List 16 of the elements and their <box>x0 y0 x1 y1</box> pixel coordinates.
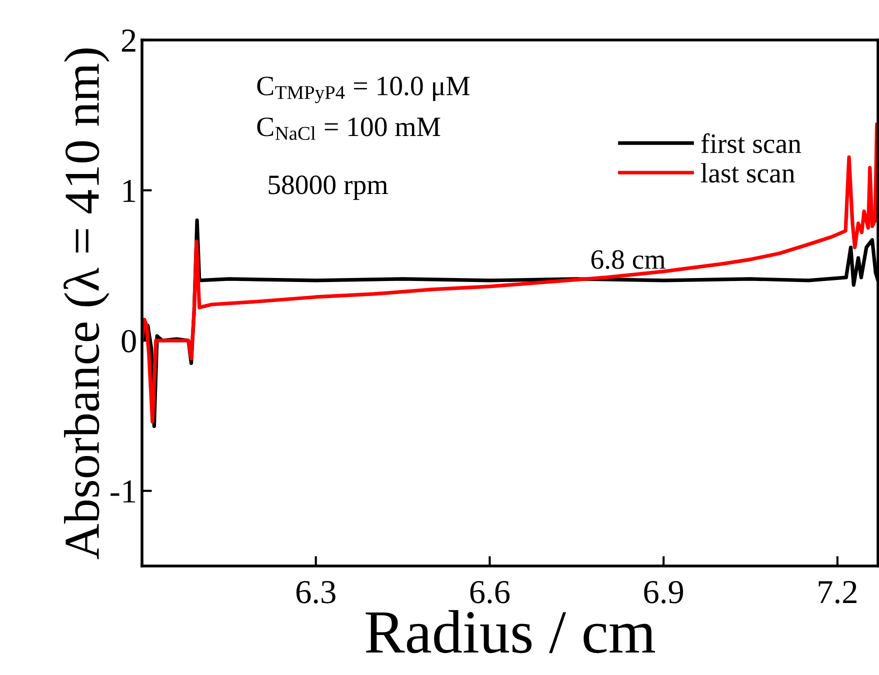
x-tick-label: 6.9 <box>644 580 684 604</box>
annotation: C$_{TMPyP4}$ = 10.0 μM <box>257 76 470 104</box>
x-axis-title: Radius / cm <box>366 610 656 654</box>
y-tick-label: 2 <box>122 29 136 52</box>
annotation: C$_{NaCl}$ = 100 mM <box>257 117 440 140</box>
annotation: 6.8 cm <box>591 250 666 270</box>
legend-label: first scan <box>701 133 802 154</box>
y-axis-title: Absorbance (λ = 410 nm) <box>64 48 110 560</box>
y-tick-label: 0 <box>122 330 136 352</box>
annotation: 58000 rpm <box>268 175 388 200</box>
legend-label: last scan <box>700 163 795 183</box>
y-tick-label: -1 <box>110 480 136 502</box>
x-tick-label: 7.2 <box>818 580 856 604</box>
x-tick-label: 6.6 <box>470 580 510 604</box>
y-tick-label: 1 <box>123 180 136 202</box>
x-tick-label: 6.3 <box>296 580 336 604</box>
